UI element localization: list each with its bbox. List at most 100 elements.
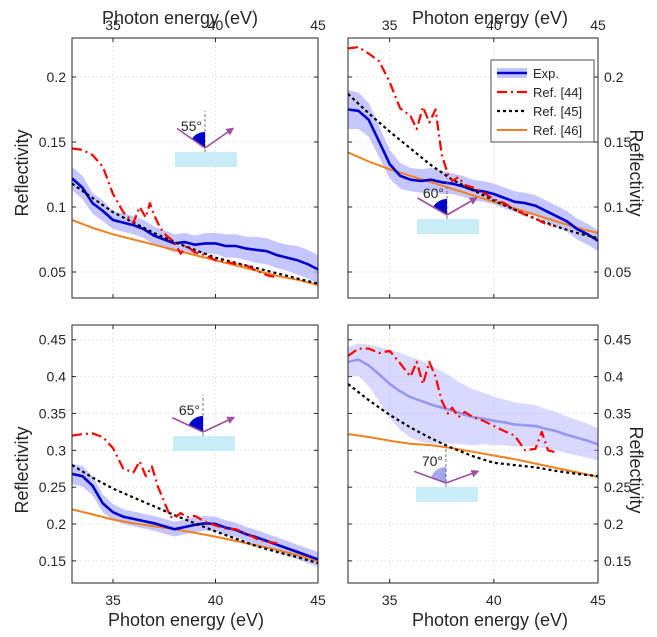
x-axis-label-bottom-left: Photon energy (eV) <box>108 610 264 630</box>
sample-slab-icon <box>173 436 235 451</box>
series-line-ref45 <box>72 182 318 285</box>
x-axis-label-top-left: Photon energy (eV) <box>102 8 258 28</box>
angle-label: 70° <box>422 453 443 469</box>
series-line-ref45 <box>348 383 598 478</box>
y-axis-label-top-right: Reflectivity <box>626 129 646 216</box>
series-line-ref44 <box>72 147 278 279</box>
sample-slab-icon <box>416 487 478 502</box>
angle-wedge-icon <box>191 131 205 148</box>
series-line-ref46 <box>348 151 598 234</box>
reflected-beam-icon <box>202 416 236 433</box>
x-tick-label: 35 <box>105 592 121 608</box>
y-tick-label: 0.2 <box>604 516 624 532</box>
y-tick-label: 0.4 <box>47 369 67 385</box>
y-tick-label: 0.15 <box>604 134 631 150</box>
angle-wedge-icon <box>188 416 203 432</box>
panel-70deg: 35 40 45 0.15 0.2 0.25 0.3 0.35 0.4 0.45 70° <box>347 324 631 608</box>
y-tick-label: 0.2 <box>604 69 624 85</box>
incidence-angle-inset: 65° <box>171 395 236 451</box>
plot-series <box>72 432 318 567</box>
angle-wedge-icon <box>433 198 447 215</box>
reflected-beam-icon <box>204 127 235 149</box>
x-axis-label-bottom-right: Photon energy (eV) <box>412 610 568 630</box>
legend-label-ref45: Ref. [45] <box>533 104 582 119</box>
y-tick-label: 0.35 <box>39 405 66 421</box>
series-line-ref44 <box>72 432 278 545</box>
y-tick-label: 0.05 <box>604 264 631 280</box>
series-line-ref46 <box>72 219 318 286</box>
y-tick-label: 0.3 <box>47 442 67 458</box>
incidence-angle-inset: 70° <box>413 446 480 502</box>
incidence-angle-inset: 55° <box>175 111 237 167</box>
angle-label: 60° <box>423 185 444 201</box>
reflected-beam-icon <box>446 197 478 216</box>
legend: Exp. Ref. [44] Ref. [45] Ref. [46] <box>490 59 595 143</box>
plot-frame <box>347 37 599 299</box>
y-tick-label: 0.25 <box>39 479 66 495</box>
plot-frame <box>71 37 319 299</box>
y-tick-label: 0.15 <box>604 553 631 569</box>
x-tick-label: 45 <box>310 592 326 608</box>
series-line-ref45 <box>348 93 598 240</box>
angle-wedge-icon <box>431 467 446 483</box>
incident-beam-icon <box>413 470 447 484</box>
incident-beam-icon <box>171 416 204 433</box>
panel-65deg: 35 40 45 0.15 0.2 0.25 0.3 0.35 0.4 0.45 65° <box>39 324 326 608</box>
sample-slab-icon <box>417 219 479 234</box>
legend-label-exp: Exp. <box>533 66 559 81</box>
legend-label-ref44: Ref. [44] <box>533 85 582 100</box>
series-line-ref46 <box>72 508 318 562</box>
y-tick-label: 0.45 <box>39 332 66 348</box>
y-tick-label: 0.2 <box>47 69 67 85</box>
legend-label-ref46: Ref. [46] <box>533 123 582 138</box>
x-tick-label: 35 <box>382 592 398 608</box>
series-line-ref44 <box>348 46 557 228</box>
series-line-exp <box>72 472 318 561</box>
sample-slab-icon <box>175 152 237 167</box>
y-tick-label: 0.35 <box>604 405 631 421</box>
y-tick-label: 0.2 <box>47 516 67 532</box>
panel-60deg: 35 40 45 0.05 0.1 0.15 0.2 60° Exp. Ref. [44] Ref.… <box>347 17 631 299</box>
y-tick-label: 0.45 <box>604 332 631 348</box>
series-line-ref46 <box>348 433 598 478</box>
x-tick-label: 35 <box>105 17 121 33</box>
x-tick-label: 45 <box>590 592 606 608</box>
plot-series <box>348 46 598 252</box>
reflected-beam-icon <box>445 469 480 484</box>
x-tick-label: 40 <box>486 17 502 33</box>
x-tick-label: 40 <box>208 592 224 608</box>
plot-series <box>72 147 318 286</box>
panel-55deg: 35 40 45 0.05 0.1 0.15 0.2 55° <box>39 17 326 299</box>
series-line-exp <box>348 358 598 446</box>
y-axis-label-top: Reflectivity <box>12 129 32 216</box>
x-tick-label: 40 <box>486 592 502 608</box>
plot-series <box>348 343 598 478</box>
exp-uncertainty-band <box>348 343 598 461</box>
incident-beam-icon <box>176 127 206 149</box>
x-tick-label: 45 <box>590 17 606 33</box>
x-tick-label: 45 <box>310 17 326 33</box>
x-tick-label: 40 <box>208 17 224 33</box>
series-line-exp <box>72 177 318 271</box>
x-axis-label-top-right: Photon energy (eV) <box>412 8 568 28</box>
exp-uncertainty-band <box>72 463 318 567</box>
series-line-ref44 <box>348 347 557 454</box>
exp-uncertainty-band <box>348 90 598 252</box>
y-tick-label: 0.4 <box>604 369 624 385</box>
plot-frame <box>71 324 319 584</box>
y-axis-label-bottom: Reflectivity <box>12 426 32 513</box>
x-tick-label: 35 <box>382 17 398 33</box>
y-tick-label: 0.25 <box>604 479 631 495</box>
y-tick-label: 0.05 <box>39 264 66 280</box>
exp-uncertainty-band <box>72 166 318 284</box>
y-tick-label: 0.1 <box>604 199 624 215</box>
y-tick-label: 0.15 <box>39 553 66 569</box>
y-tick-label: 0.1 <box>47 199 67 215</box>
series-line-ref45 <box>72 464 318 565</box>
y-tick-label: 0.3 <box>604 442 624 458</box>
plot-frame <box>347 324 599 584</box>
angle-label: 55° <box>181 118 202 134</box>
incidence-angle-inset: 60° <box>417 178 479 234</box>
y-axis-label-bottom-right: Reflectivity <box>626 426 646 513</box>
